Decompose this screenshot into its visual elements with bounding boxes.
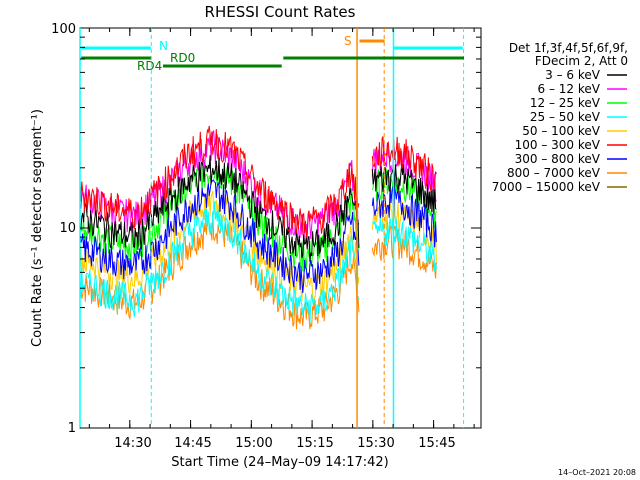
y-tick-label-1: 1 bbox=[68, 421, 76, 436]
legend: Det 1f,3f,4f,5f,6f,9f, FDecim 2, Att 0 3… bbox=[492, 41, 628, 194]
chart-title: RHESSI Count Rates bbox=[205, 3, 356, 21]
x-tick-label-1545: 15:45 bbox=[418, 436, 455, 451]
legend-label: 12 – 25 keV bbox=[530, 96, 601, 110]
x-tick-label-1515: 15:15 bbox=[296, 436, 333, 451]
annotation-rd0: RD0 bbox=[170, 51, 195, 65]
legend-label: 7000 – 15000 keV bbox=[492, 180, 601, 194]
legend-label: 6 – 12 keV bbox=[538, 82, 601, 96]
legend-label: 50 – 100 keV bbox=[522, 124, 601, 138]
timestamp: 14–Oct–2021 20:08 bbox=[558, 468, 636, 477]
series-line bbox=[79, 179, 437, 293]
series-line bbox=[79, 201, 437, 324]
series-line bbox=[79, 125, 437, 238]
x-axis-label: Start Time (24–May–09 14:17:42) bbox=[171, 455, 388, 470]
annotation-rd4: RD4 bbox=[137, 59, 162, 73]
x-tick-label-1500: 15:00 bbox=[235, 436, 272, 451]
legend-label: 100 – 300 keV bbox=[515, 138, 601, 152]
legend-label: 300 – 800 keV bbox=[515, 152, 601, 166]
curves-layer bbox=[79, 125, 437, 330]
series-line bbox=[79, 212, 437, 330]
y-axis-label: Count Rate (s⁻¹ detector segment⁻¹) bbox=[30, 109, 45, 347]
annotation-s: S bbox=[344, 34, 352, 48]
x-tick-label-1530: 15:30 bbox=[357, 436, 394, 451]
y-tick-label-100: 100 bbox=[51, 22, 76, 37]
legend-label: 25 – 50 keV bbox=[530, 110, 601, 124]
x-tick-label-1430: 14:30 bbox=[114, 436, 151, 451]
axis-ticks-layer bbox=[80, 28, 481, 429]
legend-label: 800 – 7000 keV bbox=[507, 166, 601, 180]
legend-label: 3 – 6 keV bbox=[545, 68, 601, 82]
legend-header-line-2: FDecim 2, Att 0 bbox=[535, 54, 628, 68]
status-bars-layer bbox=[81, 39, 464, 68]
series-line bbox=[79, 155, 437, 262]
attenuator-markers-layer bbox=[79, 28, 465, 428]
legend-header-line-1: Det 1f,3f,4f,5f,6f,9f, bbox=[509, 41, 628, 55]
annotation-n: N bbox=[159, 39, 168, 53]
x-tick-label-1445: 14:45 bbox=[174, 436, 211, 451]
y-tick-label-10: 10 bbox=[59, 221, 76, 236]
